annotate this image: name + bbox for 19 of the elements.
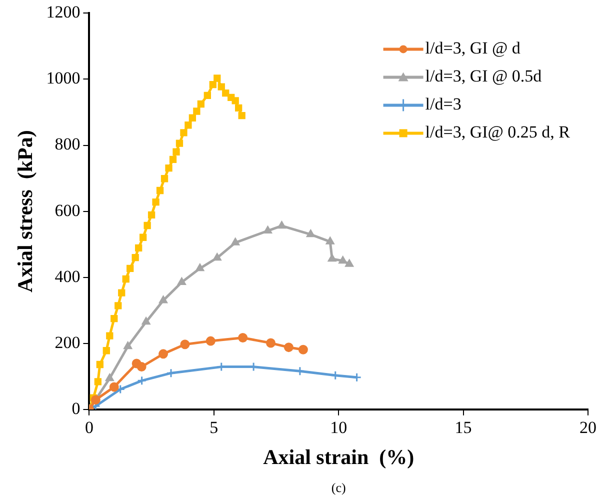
x-tick-label: 20 [580,418,596,438]
y-tick-label: 1200 [46,2,80,22]
legend-label: l/d=3, GI@ 0.25 d, R [425,122,571,142]
y-tick-label: 800 [54,134,80,154]
y-tick-label: 400 [54,266,80,286]
legend-label: l/d=3 [425,94,462,114]
y-tick-label: 0 [72,398,80,418]
x-tick-label: 5 [210,418,218,438]
y-tick-label: 1000 [46,68,80,88]
x-tick-label: 15 [454,418,472,438]
text: (c) [331,480,346,495]
y-axis-title: Axial stress (kPa) [13,130,38,292]
x-tick-label: 0 [84,418,94,438]
x-tick-label: 10 [330,418,348,438]
legend-label: l/d=3, GI @ 0.5d [425,66,542,86]
x-axis-title: Axial strain (%) [263,444,414,469]
y-tick-label: 600 [54,200,80,220]
y-tick-label: 200 [54,332,80,352]
legend-label: l/d=3, GI @ d [425,38,521,58]
